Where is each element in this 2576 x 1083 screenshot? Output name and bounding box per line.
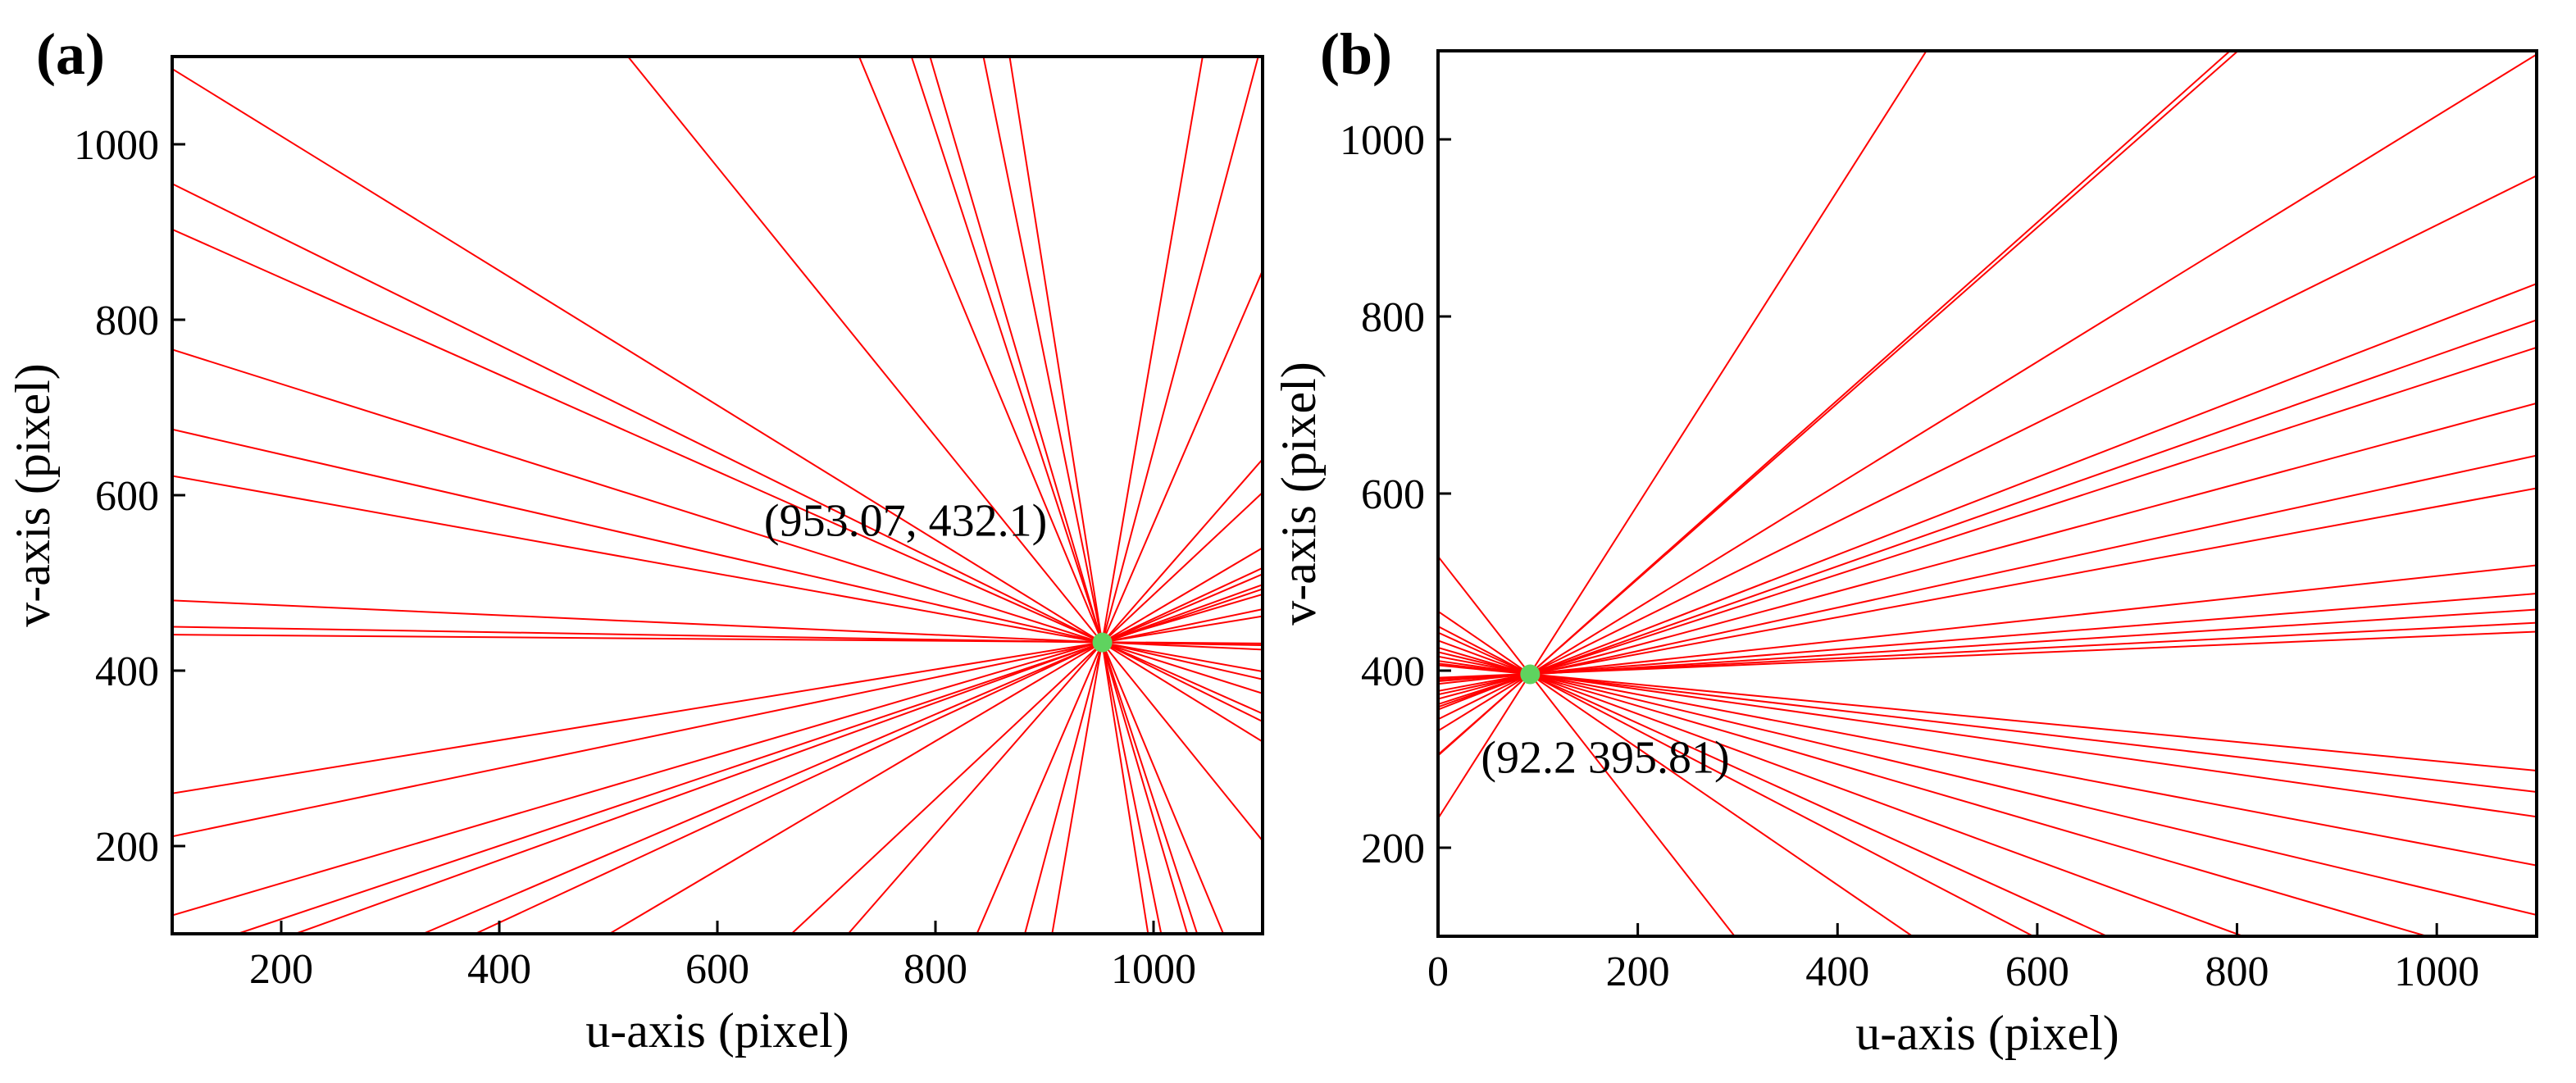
red-line <box>1051 57 1204 934</box>
red-line <box>982 57 1163 934</box>
red-line <box>1438 51 2239 756</box>
red-line <box>1438 402 2537 700</box>
red-line <box>976 270 1263 934</box>
red-line <box>910 57 1199 934</box>
x-tick-label: 200 <box>1606 949 1670 995</box>
red-line <box>1438 646 2428 936</box>
red-line <box>1438 564 2537 685</box>
red-line <box>1438 660 2537 818</box>
red-line <box>1438 651 2537 917</box>
y-tick-label: 600 <box>95 473 159 520</box>
red-line <box>929 57 1189 934</box>
red-line <box>1438 51 1927 819</box>
x-tick-label: 0 <box>1427 949 1449 995</box>
red-line <box>1438 454 2537 696</box>
red-line <box>1438 664 2537 772</box>
y-axis-label: v-axis (pixel) <box>1272 362 1326 626</box>
red-line <box>172 228 1263 715</box>
x-tick-label: 800 <box>903 946 967 993</box>
red-line <box>172 428 1263 680</box>
panel-label: (a) <box>36 21 105 87</box>
red-line <box>1438 556 1736 936</box>
red-line <box>1024 57 1259 934</box>
red-line <box>790 492 1263 934</box>
panel: (953.07, 432.1) 200 400 600 800 1000 200 400 600… <box>6 21 1264 1058</box>
red-line <box>475 567 1263 934</box>
red-line <box>172 634 1263 644</box>
vanishing-point <box>1092 632 1113 653</box>
lines <box>172 57 1263 934</box>
red-line <box>627 57 1263 842</box>
y-tick-label: 1000 <box>74 122 159 169</box>
y-tick-label: 800 <box>1361 294 1425 341</box>
panel: (92.2 395.81) 0 200 400 600 800 1000 200 400 600 8… <box>1272 21 2538 1060</box>
panel-label: (b) <box>1320 21 1392 87</box>
y-tick-label: 200 <box>95 824 159 871</box>
red-line <box>1008 57 1149 934</box>
red-line <box>1438 639 2244 936</box>
red-line <box>1438 53 2537 732</box>
y-axis-label: v-axis (pixel) <box>6 363 60 627</box>
red-line <box>172 183 1263 722</box>
red-line <box>1438 319 2537 708</box>
red-line <box>172 68 1263 743</box>
x-tick-label: 400 <box>467 946 531 993</box>
red-line <box>1438 630 2537 679</box>
x-tick-label: 600 <box>685 946 749 993</box>
x-tick-label: 200 <box>249 946 313 993</box>
red-line <box>1438 593 2537 682</box>
x-axis-label: u-axis (pixel) <box>1855 1006 2119 1060</box>
red-line <box>1438 662 2537 793</box>
red-line <box>1438 283 2537 711</box>
red-line <box>172 593 1263 917</box>
y-tick-label: 400 <box>1361 648 1425 695</box>
point-annotation: (953.07, 432.1) <box>764 496 1047 547</box>
red-line <box>172 348 1263 694</box>
y-tick-label: 800 <box>95 298 159 344</box>
y-tick-label: 1000 <box>1340 117 1425 164</box>
y-tick-label: 400 <box>95 648 159 695</box>
plot-frame <box>1436 49 2538 938</box>
x-tick-label: 1000 <box>1111 946 1196 993</box>
red-line <box>1438 346 2537 705</box>
lines <box>1438 51 2537 936</box>
red-line <box>1438 655 2537 867</box>
red-line <box>1438 487 2537 692</box>
red-line <box>422 573 1263 934</box>
red-line <box>847 458 1263 934</box>
y-tick-label: 600 <box>1361 471 1425 518</box>
red-line <box>1438 175 2537 721</box>
red-line <box>858 57 1225 934</box>
point-annotation: (92.2 395.81) <box>1481 733 1729 784</box>
vanishing-point <box>1520 664 1541 685</box>
x-axis-label: u-axis (pixel) <box>585 1003 849 1058</box>
x-tick-label: 800 <box>2205 949 2269 995</box>
red-line <box>172 615 1263 794</box>
red-line <box>1438 610 1914 936</box>
y-tick-label: 200 <box>1361 826 1425 872</box>
red-line <box>608 547 1263 934</box>
x-tick-label: 400 <box>1805 949 1869 995</box>
x-tick-label: 600 <box>2005 949 2069 995</box>
x-tick-label: 1000 <box>2394 949 2479 995</box>
red-line <box>172 475 1263 673</box>
red-line <box>1438 631 2108 936</box>
